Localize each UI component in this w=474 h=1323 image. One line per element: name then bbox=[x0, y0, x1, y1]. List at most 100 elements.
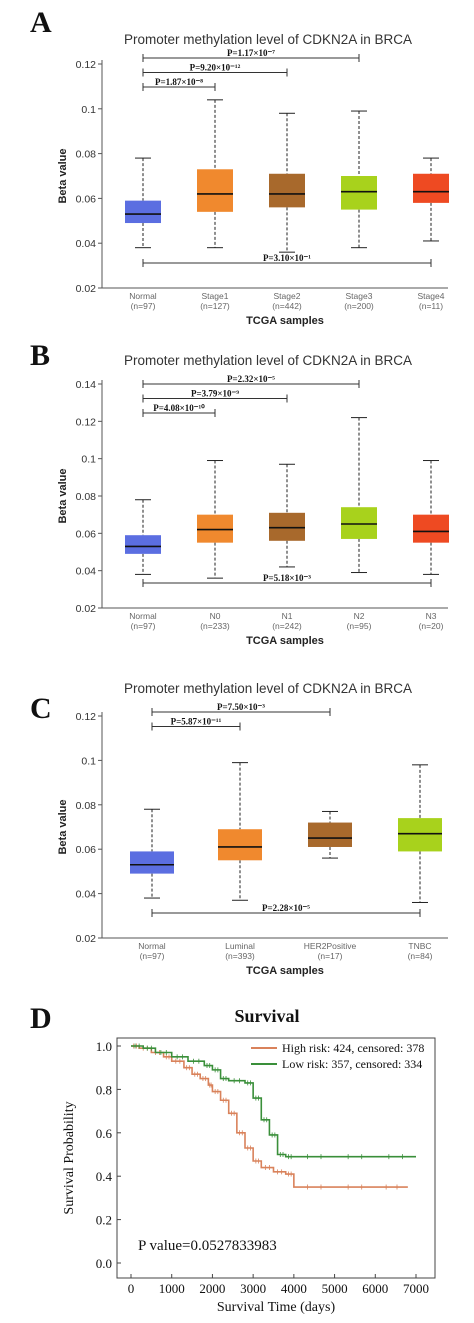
x-tick-label: 2000 bbox=[199, 1281, 225, 1296]
survival-panel: D Survival 1.0 0.8 0.6 0.4 0.2 0.0 0 1000 2000 3000… bbox=[30, 1002, 436, 1315]
pvalue-label: P=5.87×10⁻¹¹ bbox=[171, 717, 222, 727]
y-tick-label: 0.06 bbox=[76, 528, 97, 540]
x-category-count: (n=17) bbox=[318, 951, 343, 961]
x-tick-label: 6000 bbox=[362, 1281, 388, 1296]
x-category-label: TNBC bbox=[408, 941, 431, 951]
y-tick-label: 0.1 bbox=[81, 104, 96, 116]
y-tick-label: 0.1 bbox=[81, 454, 96, 466]
box-iqr bbox=[308, 822, 352, 847]
chart-title: Promoter methylation level of CDKN2A in … bbox=[124, 32, 412, 47]
y-tick-label: 0.14 bbox=[76, 379, 97, 391]
legend-label: High risk: 424, censored: 378 bbox=[282, 1041, 424, 1055]
y-tick-label: 0.06 bbox=[76, 844, 97, 856]
y-tick-label: 0.4 bbox=[96, 1169, 113, 1184]
box-iqr bbox=[341, 507, 377, 539]
box-n0: N0(n=233) bbox=[197, 460, 233, 631]
x-tick-label: 1000 bbox=[159, 1281, 185, 1296]
pvalue-bracket: P=7.50×10⁻³ bbox=[151, 702, 331, 716]
plot-frame bbox=[116, 1037, 436, 1279]
box-normal: Normal(n=97) bbox=[130, 808, 174, 961]
box-iqr bbox=[341, 176, 377, 210]
y-tick-label: 1.0 bbox=[96, 1039, 112, 1054]
y-tick-label: 0.1 bbox=[81, 755, 96, 767]
x-category-label: Normal bbox=[138, 941, 166, 951]
x-tick-label: 4000 bbox=[281, 1281, 307, 1296]
x-category-count: (n=95) bbox=[347, 621, 372, 631]
x-category-label: N1 bbox=[282, 611, 293, 621]
panel-letter: A bbox=[30, 6, 52, 39]
pvalue-bracket: P=1.87×10⁻⁸ bbox=[142, 77, 216, 91]
x-axis-label: TCGA samples bbox=[246, 965, 324, 977]
y-axis-label: Survival Probability bbox=[62, 1101, 77, 1214]
box-normal: Normal(n=97) bbox=[125, 499, 161, 631]
y-tick-label: 0.12 bbox=[76, 711, 97, 723]
y-tick-label: 0.02 bbox=[76, 283, 97, 295]
x-category-count: (n=442) bbox=[272, 301, 302, 311]
y-tick-label: 0.12 bbox=[76, 59, 97, 71]
pvalue-bracket: P=5.18×10⁻³ bbox=[142, 573, 432, 587]
pvalue-bracket: P=1.17×10⁻⁷ bbox=[142, 48, 360, 62]
x-category-label: Stage2 bbox=[274, 291, 301, 301]
y-tick-label: 0.02 bbox=[76, 933, 97, 945]
pvalue-label: P=2.28×10⁻⁵ bbox=[262, 903, 310, 913]
x-category-label: N3 bbox=[426, 611, 437, 621]
y-axis-label: Beta value bbox=[57, 148, 69, 203]
x-axis-label: Survival Time (days) bbox=[217, 1300, 336, 1315]
pvalue-label: P=5.18×10⁻³ bbox=[263, 573, 311, 583]
box-tnbc: TNBC(n=84) bbox=[398, 764, 442, 961]
y-tick-label: 0.8 bbox=[96, 1082, 112, 1097]
x-category-label: Stage4 bbox=[418, 291, 445, 301]
x-category-label: Stage3 bbox=[346, 291, 373, 301]
pvalue-bracket: P=2.32×10⁻⁵ bbox=[142, 374, 360, 388]
pvalue-bracket: P=3.10×10⁻¹ bbox=[142, 253, 432, 267]
survival-curve-high-risk bbox=[131, 1045, 408, 1188]
x-category-count: (n=200) bbox=[344, 301, 374, 311]
x-category-label: Normal bbox=[129, 611, 157, 621]
box-iqr bbox=[398, 818, 442, 852]
panel-letter: B bbox=[30, 339, 50, 372]
x-category-label: Stage1 bbox=[202, 291, 229, 301]
x-axis-label: TCGA samples bbox=[246, 315, 324, 327]
x-category-label: HER2Positive bbox=[304, 941, 357, 951]
box-iqr bbox=[125, 535, 161, 554]
y-tick-label: 0.04 bbox=[76, 889, 97, 901]
box-stage2: Stage2(n=442) bbox=[269, 112, 305, 311]
x-category-count: (n=97) bbox=[131, 621, 156, 631]
y-axis-label: Beta value bbox=[57, 468, 69, 523]
x-tick-label: 0 bbox=[128, 1281, 135, 1296]
boxplot-panel-b: B Promoter methylation level of CDKN2A in… bbox=[30, 339, 449, 647]
x-category-label: Luminal bbox=[225, 941, 255, 951]
pvalue-label: P=9.20×10⁻¹² bbox=[190, 63, 241, 73]
y-tick-label: 0.08 bbox=[76, 149, 97, 161]
pvalue-bracket: P=9.20×10⁻¹² bbox=[142, 63, 288, 77]
y-tick-label: 0.08 bbox=[76, 491, 97, 503]
y-tick-label: 0.2 bbox=[96, 1213, 112, 1228]
box-stage1: Stage1(n=127) bbox=[197, 99, 233, 311]
y-tick-label: 0.06 bbox=[76, 193, 97, 205]
box-normal: Normal(n=97) bbox=[125, 157, 161, 311]
pvalue-label: P=1.87×10⁻⁸ bbox=[155, 77, 203, 87]
x-category-count: (n=97) bbox=[131, 301, 156, 311]
box-n3: N3(n=20) bbox=[413, 460, 449, 631]
y-tick-label: 0.08 bbox=[76, 800, 97, 812]
pvalue-bracket: P=4.08×10⁻¹⁰ bbox=[142, 403, 216, 417]
pvalue-bracket: P=2.28×10⁻⁵ bbox=[151, 903, 421, 917]
y-tick-label: 0.04 bbox=[76, 566, 97, 578]
box-iqr bbox=[197, 169, 233, 212]
box-iqr bbox=[269, 173, 305, 208]
box-iqr bbox=[413, 514, 449, 543]
box-iqr bbox=[413, 173, 449, 203]
x-category-count: (n=97) bbox=[140, 951, 165, 961]
box-n2: N2(n=95) bbox=[341, 417, 377, 631]
chart-title: Promoter methylation level of CDKN2A in … bbox=[124, 353, 412, 368]
pvalue-bracket: P=5.87×10⁻¹¹ bbox=[151, 717, 241, 731]
chart-title: Promoter methylation level of CDKN2A in … bbox=[124, 681, 412, 696]
box-iqr bbox=[197, 514, 233, 543]
box-stage4: Stage4(n=11) bbox=[413, 157, 449, 311]
y-tick-label: 0.02 bbox=[76, 603, 97, 615]
legend-label: Low risk: 357, censored: 334 bbox=[282, 1057, 422, 1071]
x-category-count: (n=127) bbox=[200, 301, 230, 311]
x-category-count: (n=20) bbox=[419, 621, 444, 631]
x-tick-label: 7000 bbox=[403, 1281, 429, 1296]
